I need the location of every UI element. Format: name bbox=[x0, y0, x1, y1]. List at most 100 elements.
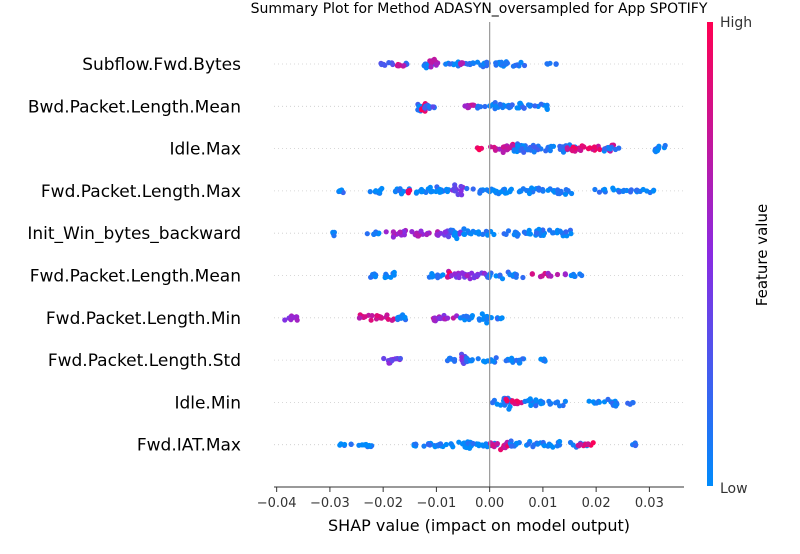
scatter-point bbox=[415, 107, 421, 113]
scatter-point bbox=[602, 146, 608, 152]
scatter-point bbox=[517, 100, 523, 106]
scatter-point bbox=[413, 441, 419, 447]
scatter-point bbox=[511, 147, 517, 153]
scatter-point bbox=[446, 187, 452, 193]
scatter-point bbox=[389, 358, 395, 364]
scatter-point bbox=[384, 312, 390, 318]
scatter-point bbox=[431, 317, 437, 323]
scatter-point bbox=[616, 145, 622, 151]
scatter-point bbox=[366, 443, 372, 449]
scatter-point bbox=[397, 229, 403, 235]
scatter-point bbox=[632, 442, 639, 449]
scatter-point bbox=[395, 63, 401, 69]
scatter-point bbox=[515, 399, 521, 405]
scatter-point bbox=[429, 188, 436, 194]
scatter-point bbox=[427, 184, 433, 190]
scatter-point bbox=[435, 275, 441, 281]
scatter-point bbox=[528, 402, 534, 408]
scatter-point bbox=[488, 144, 494, 150]
scatter-point bbox=[459, 354, 465, 360]
scatter-point bbox=[419, 189, 425, 195]
scatter-point bbox=[489, 400, 496, 406]
scatter-point bbox=[560, 149, 567, 155]
scatter-point bbox=[475, 272, 481, 278]
scatter-point bbox=[433, 61, 439, 67]
scatter-point bbox=[569, 190, 575, 197]
scatter-point bbox=[596, 189, 603, 195]
scatter-point bbox=[592, 186, 598, 193]
scatter-point bbox=[435, 231, 441, 238]
scatter-point bbox=[497, 101, 503, 107]
scatter-point bbox=[557, 438, 563, 445]
scatter-point bbox=[462, 103, 468, 109]
scatter-point bbox=[493, 103, 499, 109]
scatter-point bbox=[392, 188, 399, 194]
scatter-point bbox=[383, 229, 389, 235]
scatter-point bbox=[409, 229, 415, 235]
scatter-point bbox=[550, 230, 556, 236]
scatter-point bbox=[521, 149, 527, 155]
feature-label: Fwd.Packet.Length.Min bbox=[46, 309, 241, 329]
scatter-point bbox=[547, 401, 553, 407]
scatter-point bbox=[464, 185, 470, 192]
scatter-point bbox=[459, 192, 465, 198]
scatter-point bbox=[490, 443, 496, 449]
feature-label: Fwd.IAT.Max bbox=[137, 436, 241, 456]
scatter-point bbox=[475, 229, 482, 235]
scatter-point bbox=[605, 396, 611, 402]
scatter-point bbox=[470, 60, 476, 66]
scatter-point bbox=[437, 315, 443, 321]
scatter-point bbox=[503, 61, 509, 67]
scatter-point bbox=[500, 144, 506, 150]
scatter-point bbox=[656, 143, 662, 149]
scatter-point bbox=[397, 355, 403, 362]
scatter-point bbox=[547, 273, 553, 279]
feature-label: Subflow.Fwd.Bytes bbox=[82, 55, 241, 75]
scatter-point bbox=[452, 230, 458, 236]
scatter-point bbox=[429, 271, 435, 277]
scatter-point bbox=[503, 231, 509, 237]
scatter-point bbox=[368, 317, 374, 323]
scatter-point bbox=[515, 143, 521, 149]
scatter-point bbox=[548, 143, 554, 149]
scatter-point bbox=[509, 102, 515, 108]
scatter-point bbox=[491, 231, 497, 238]
scatter-point bbox=[357, 315, 363, 321]
scatter-point bbox=[611, 187, 617, 193]
scatter-point bbox=[586, 398, 592, 404]
x-tick-label: −0.02 bbox=[363, 496, 403, 511]
scatter-point bbox=[470, 186, 476, 192]
scatter-point bbox=[479, 311, 485, 317]
x-tick-label: −0.04 bbox=[257, 496, 297, 511]
scatter-point bbox=[448, 441, 454, 447]
scatter-point bbox=[555, 187, 561, 193]
scatter-point bbox=[454, 235, 460, 242]
scatter-point bbox=[520, 274, 526, 281]
scatter-point bbox=[485, 232, 491, 238]
scatter-point bbox=[499, 276, 506, 282]
scatter-point bbox=[290, 314, 297, 320]
scatter-point bbox=[568, 231, 574, 237]
scatter-point bbox=[482, 103, 488, 110]
scatter-point bbox=[533, 230, 540, 236]
scatter-point bbox=[372, 274, 378, 280]
colorbar-low-label: Low bbox=[720, 481, 748, 497]
scatter-point bbox=[484, 316, 490, 322]
x-tick-label: 0.01 bbox=[528, 496, 557, 511]
scatter-point bbox=[337, 188, 343, 194]
scatter-point bbox=[597, 146, 603, 153]
scatter-points bbox=[282, 56, 668, 453]
scatter-point bbox=[525, 441, 532, 447]
scatter-point bbox=[538, 356, 544, 362]
feature-label: Init_Win_bytes_backward bbox=[27, 224, 241, 244]
scatter-point bbox=[401, 63, 407, 69]
scatter-point bbox=[437, 186, 443, 192]
scatter-point bbox=[538, 101, 544, 107]
x-tick-label: 0.02 bbox=[582, 496, 611, 511]
scatter-point bbox=[640, 186, 646, 193]
scatter-point bbox=[508, 443, 515, 449]
x-tick-label: 0.03 bbox=[635, 496, 664, 511]
x-axis-label: SHAP value (impact on model output) bbox=[328, 516, 630, 535]
scatter-point bbox=[452, 61, 458, 67]
scatter-point bbox=[509, 398, 515, 404]
